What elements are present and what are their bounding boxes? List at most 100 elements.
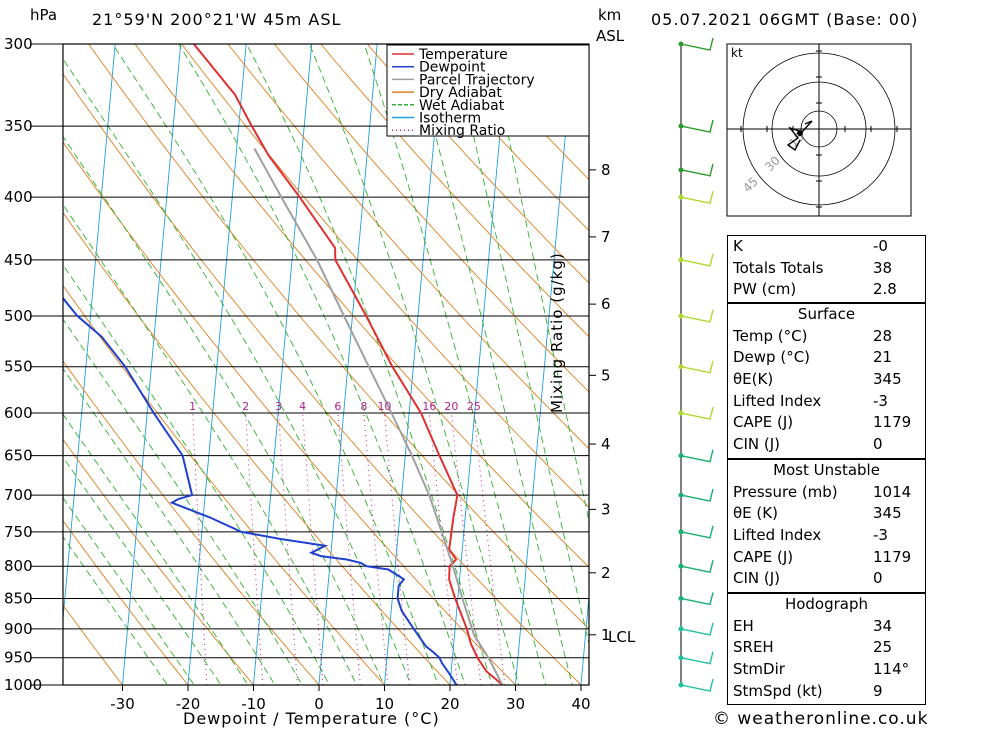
wet-adiabat-line: [452, 44, 589, 646]
mixing-ratio-label: 25: [467, 400, 481, 413]
legend-label: Dewpoint: [419, 60, 486, 76]
mixing-ratio-label: 4: [299, 400, 306, 413]
wet-adiabat-line: [63, 536, 169, 685]
km-tick-label: 4: [601, 435, 611, 453]
series-line-dewpoint: [63, 296, 458, 685]
km-unit-asl-label: ASL: [596, 27, 625, 45]
indices-value: 9: [873, 681, 883, 700]
isotherm-line: [644, 0, 713, 711]
pressure-tick-label: 600: [4, 404, 33, 422]
indices-label: Dewp (°C): [733, 348, 811, 367]
indices-value: 38: [873, 258, 893, 277]
indices-value: -0: [873, 237, 888, 255]
dry-adiabat-line: [413, 44, 589, 232]
indices-label: SREH: [733, 638, 774, 657]
indices-label: CIN (J): [733, 435, 781, 454]
indices-row: Temp (°C) 28: [728, 326, 925, 348]
indices-value: 345: [873, 504, 902, 523]
legend-box: [386, 44, 590, 137]
mixing-ratio-label: 6: [334, 400, 341, 413]
mixing-ratio-line: [192, 412, 208, 685]
indices-surface-box: Surface Temp (°C) 28 Dewp (°C) 21 θE(K) 345 Lif…: [727, 303, 926, 459]
dry-adiabat-line: [459, 44, 589, 181]
legend-label: Parcel Trajectory: [419, 72, 535, 88]
indices-row: Dewp (°C) 21: [728, 347, 925, 369]
wet-adiabat-line: [63, 318, 303, 685]
wind-barb: [680, 309, 714, 323]
km-tick-label: 6: [601, 295, 611, 313]
indices-row: K -0: [728, 236, 925, 258]
indices-value: 28: [873, 326, 893, 345]
indices-row: Totals Totals 38: [728, 258, 925, 280]
mixing-ratio-label: 3: [275, 400, 282, 413]
indices-label: CIN (J): [733, 569, 781, 588]
datetime-label: 05.07.2021 06GMT (Base: 00): [651, 10, 919, 29]
dry-adiabat-line: [63, 284, 386, 685]
indices-label: StmSpd (kt): [733, 681, 823, 700]
wind-barb: [680, 525, 714, 539]
mixing-ratio-label: 2: [242, 400, 249, 413]
series-line-temperature: [193, 44, 504, 685]
wind-barb: [680, 488, 714, 502]
indices-row: EH 34: [728, 616, 925, 638]
km-tick-label: 3: [601, 500, 611, 518]
indices-row: CIN (J) 0: [728, 434, 925, 456]
wind-barb: [680, 37, 714, 51]
indices-value: 34: [873, 616, 893, 635]
km-tick-label: 1: [601, 626, 611, 644]
indices-row: StmSpd (kt) 9: [728, 681, 925, 703]
temperature-tick-label: 40: [571, 695, 590, 713]
km-unit-label: km: [598, 6, 622, 24]
legend-label: Dry Adiabat: [419, 85, 502, 101]
temperature-tick-label: 30: [506, 695, 525, 713]
indices-row: CAPE (J) 1179: [728, 547, 925, 569]
isotherm-line: [63, 44, 116, 624]
mixing-ratio-line: [363, 412, 389, 685]
wind-barb: [680, 406, 714, 420]
indices-value: -3: [873, 526, 888, 545]
lcl-label: LCL: [608, 628, 636, 646]
indices-value: 21: [873, 348, 893, 367]
indices-row: θE(K) 345: [728, 369, 925, 391]
wet-adiabat-line: [63, 264, 330, 685]
pressure-tick-label: 400: [4, 188, 33, 206]
indices-value: -3: [873, 391, 888, 410]
wind-barb: [680, 119, 714, 133]
pressure-tick-label: 950: [4, 649, 33, 667]
indices-hodograph-box: Hodograph EH 34 SREH 25 StmDir 114° StmSpd (kt)…: [727, 593, 926, 705]
indices-row: θE (K) 345: [728, 503, 925, 525]
indices-section-title: Surface: [797, 305, 856, 323]
legend-label: Temperature: [418, 47, 508, 63]
pressure-tick-label: 850: [4, 589, 33, 607]
indices-label: CAPE (J): [733, 413, 794, 432]
indices-label: Totals Totals: [733, 258, 824, 277]
indices-value: 0: [873, 569, 883, 588]
isotherm-line: [187, 44, 247, 685]
indices-row: StmDir 114°: [728, 659, 925, 681]
indices-label: CAPE (J): [733, 547, 794, 566]
wind-barb: [680, 560, 714, 574]
temperature-tick-label: 10: [375, 695, 394, 713]
mixing-ratio-line: [245, 412, 264, 685]
wind-barb: [680, 190, 714, 204]
x-axis-title: Dewpoint / Temperature (°C): [183, 709, 440, 728]
dry-adiabat-line: [273, 44, 589, 393]
mixing-ratio-label: 8: [360, 400, 367, 413]
km-tick-label: 8: [601, 161, 611, 179]
wind-barb: [680, 592, 714, 606]
indices-row: CIN (J) 0: [728, 568, 925, 590]
wet-adiabat-line: [63, 135, 385, 685]
wind-barb: [680, 253, 714, 267]
indices-top-box: K -0 Totals Totals 38 PW (cm) 2.8: [727, 235, 926, 303]
km-tick-label: 5: [601, 366, 611, 384]
pressure-tick-label: 500: [4, 307, 33, 325]
indices-label: Pressure (mb): [733, 482, 838, 501]
legend-label: Mixing Ratio: [419, 123, 505, 139]
indices-label: θE(K): [733, 370, 774, 389]
indices-label: K: [733, 237, 743, 255]
dry-adiabat-line: [320, 44, 589, 338]
km-tick-label: 7: [601, 228, 611, 246]
indices-label: Lifted Index: [733, 391, 822, 410]
dry-adiabat-line: [63, 360, 320, 685]
temperature-tick-label: 0: [314, 695, 324, 713]
